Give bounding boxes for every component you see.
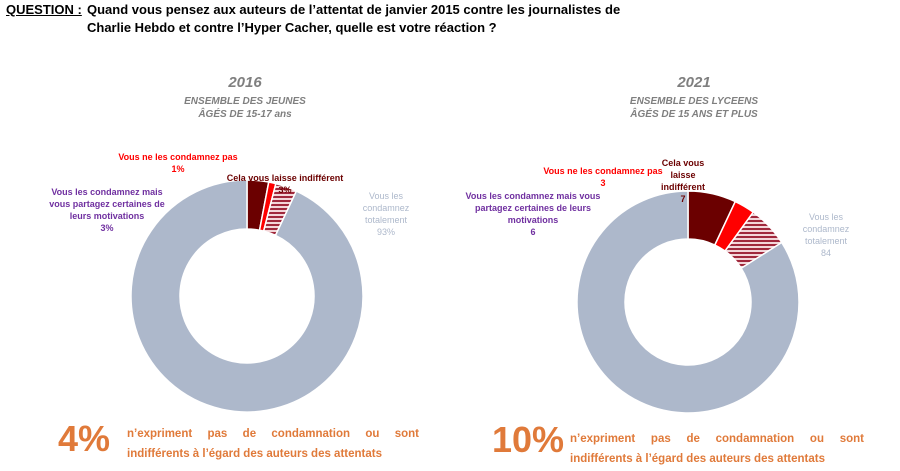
headline-2021: 10% [492,419,565,460]
label-2021-indifferent: Cela vous laisse indifférent 7 [648,145,718,217]
label-2016-indifferent-text: Cela vous laisse indifférent [226,173,344,183]
label-2016-condamnez-value: 93% [376,227,395,237]
label-2021-indifferent-value: 7 [680,194,686,204]
label-2021-condamnez-value: 84 [820,248,831,258]
chart-2016-title: 2016 [228,74,262,91]
label-2021-ne-condamnez: Vous ne les condamnez pas 3 [540,153,666,201]
label-2016-partagez: Vous les condamnez mais vous partagez ce… [46,174,168,246]
label-2021-ne-condamnez-text: Vous ne les condamnez pas [543,166,663,176]
label-2016-ne-condamnez: Vous ne les condamnez pas 1% [118,139,238,187]
label-2021-ne-condamnez-value: 3 [600,178,606,188]
slice-2016-condamnez [130,179,364,413]
label-2016-condamnez: Vous les condamnez totalement 93% [355,178,417,250]
question-line-1: Quand vous pensez aux auteurs de l’atten… [87,2,621,17]
chart-2016-subtitle: ENSEMBLE DES JEUNES ÂGÉS DE 15-17 ans [184,96,306,120]
label-2016-indifferent-value: 3% [278,185,292,195]
footnote-2016: n’expriment pas de condamnation ou sont … [127,428,419,460]
label-2021-partagez-text: Vous les condamnez mais vous partagez ce… [465,191,601,225]
question-text: Quand vous pensez aux auteurs de l’atten… [87,1,687,37]
chart-2021-subtitle: ENSEMBLE DES LYCEENS ÂGÉS DE 15 ANS ET P… [629,96,759,120]
label-2021-condamnez: Vous les condamnez totalement 84 [795,199,857,271]
label-2021-indifferent-text: Cela vous laisse indifférent [661,158,705,192]
label-2016-ne-condamnez-text: Vous ne les condamnez pas [118,152,238,162]
headline-2016: 4% [58,418,111,459]
label-2016-partagez-text: Vous les condamnez mais vous partagez ce… [49,187,165,221]
label-2016-condamnez-text: Vous les condamnez totalement [362,191,410,225]
label-2021-partagez: Vous les condamnez mais vous partagez ce… [463,178,603,250]
question-label: QUESTION : [6,2,82,17]
label-2016-indifferent: Cela vous laisse indifférent 3% [215,160,355,208]
label-2016-partagez-value: 3% [100,223,114,233]
label-2021-condamnez-text: Vous les condamnez totalement [802,212,850,246]
label-2021-partagez-value: 6 [530,227,536,237]
label-2016-ne-condamnez-value: 1% [171,164,185,174]
chart-2021-title: 2021 [677,74,711,91]
slice-2021-condamnez [576,190,800,414]
footnote-2021: n’expriment pas de condamnation ou sont … [570,433,864,465]
question-line-2: Charlie Hebdo et contre l’Hyper Cacher, … [87,20,497,35]
